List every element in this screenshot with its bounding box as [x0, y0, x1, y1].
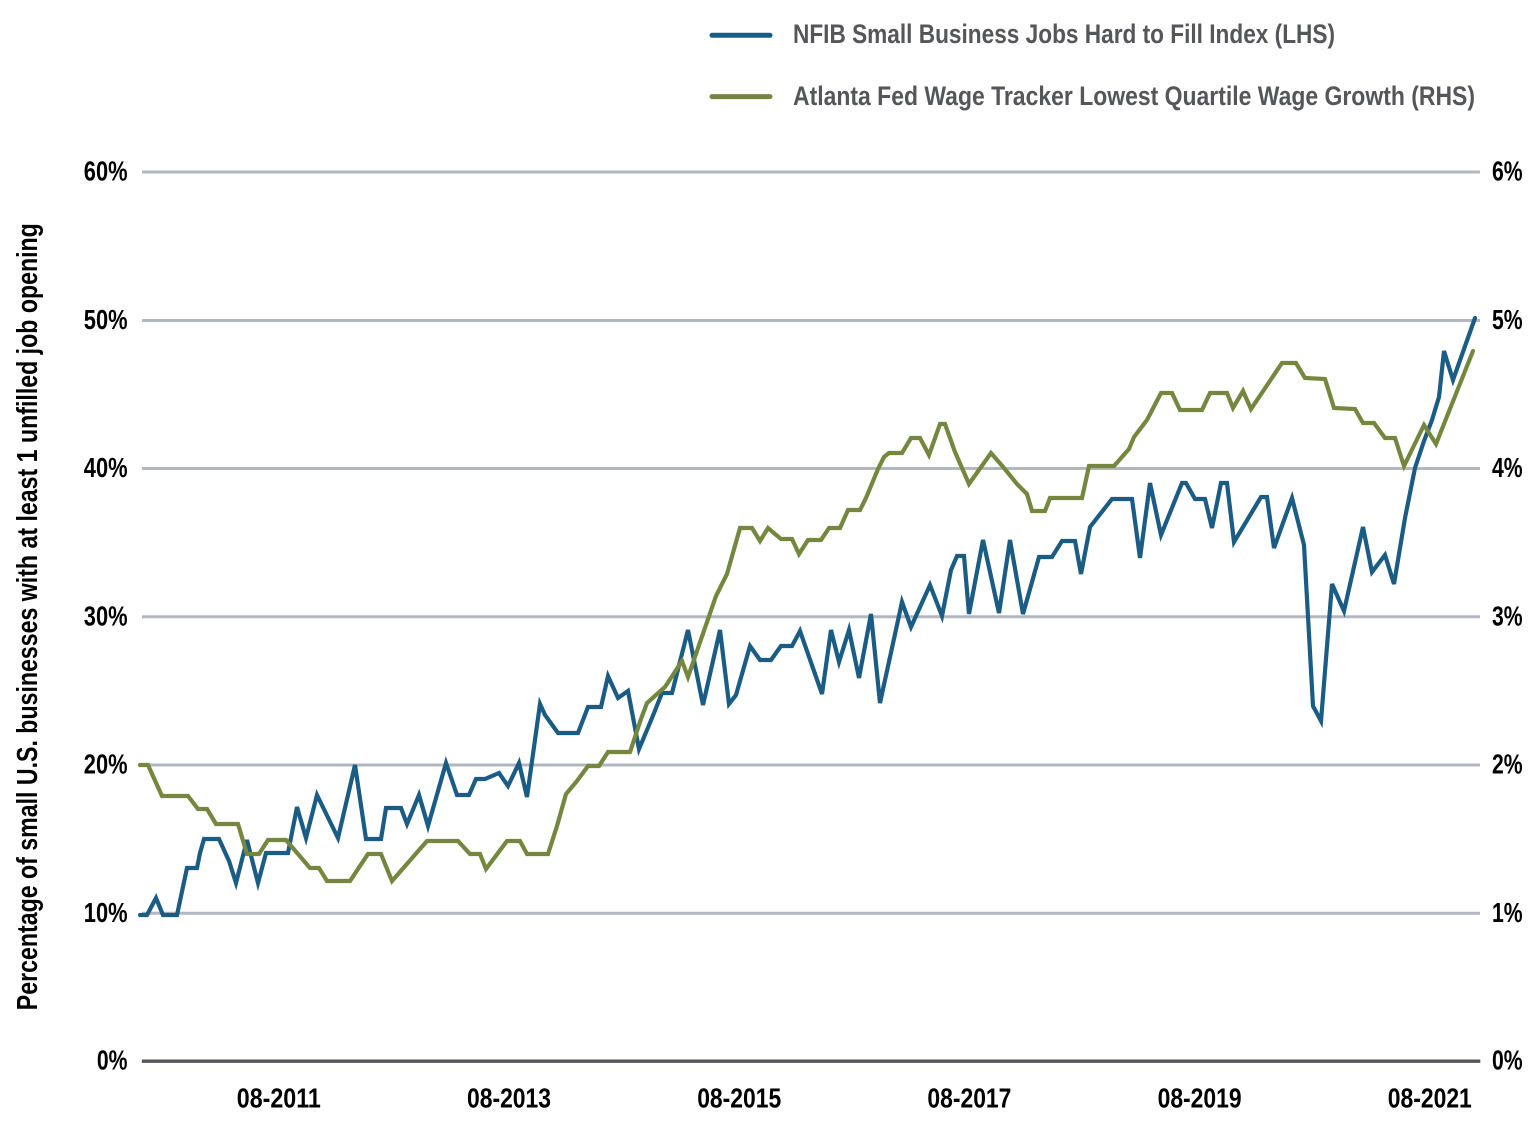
svg-text:Percentage of small U.S. busin: Percentage of small U.S. businesses with…: [12, 223, 44, 1010]
svg-text:50%: 50%: [84, 304, 128, 335]
svg-text:08-2021: 08-2021: [1388, 1083, 1472, 1114]
svg-text:08-2015: 08-2015: [697, 1083, 781, 1114]
svg-text:Atlanta Fed Wage Tracker Lowes: Atlanta Fed Wage Tracker Lowest Quartile…: [793, 81, 1475, 111]
svg-text:30%: 30%: [84, 601, 128, 632]
svg-text:20%: 20%: [84, 749, 128, 780]
svg-text:40%: 40%: [84, 452, 128, 483]
svg-text:08-2019: 08-2019: [1158, 1083, 1242, 1114]
svg-text:1%: 1%: [1492, 897, 1523, 928]
svg-text:0%: 0%: [97, 1045, 128, 1076]
svg-text:08-2011: 08-2011: [237, 1083, 321, 1114]
svg-text:0%: 0%: [1492, 1045, 1523, 1076]
svg-text:3%: 3%: [1492, 601, 1523, 632]
svg-text:5%: 5%: [1492, 304, 1523, 335]
svg-text:08-2017: 08-2017: [927, 1083, 1011, 1114]
svg-text:2%: 2%: [1492, 749, 1523, 780]
svg-text:6%: 6%: [1492, 156, 1523, 187]
svg-text:08-2013: 08-2013: [467, 1083, 551, 1114]
svg-text:60%: 60%: [84, 156, 128, 187]
svg-text:10%: 10%: [84, 897, 128, 928]
svg-text:4%: 4%: [1492, 452, 1523, 483]
svg-text:NFIB Small Business Jobs Hard: NFIB Small Business Jobs Hard to Fill In…: [793, 19, 1335, 49]
